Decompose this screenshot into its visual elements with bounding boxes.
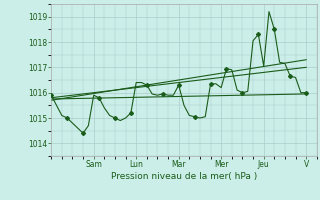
X-axis label: Pression niveau de la mer( hPa ): Pression niveau de la mer( hPa ) [111, 172, 257, 181]
